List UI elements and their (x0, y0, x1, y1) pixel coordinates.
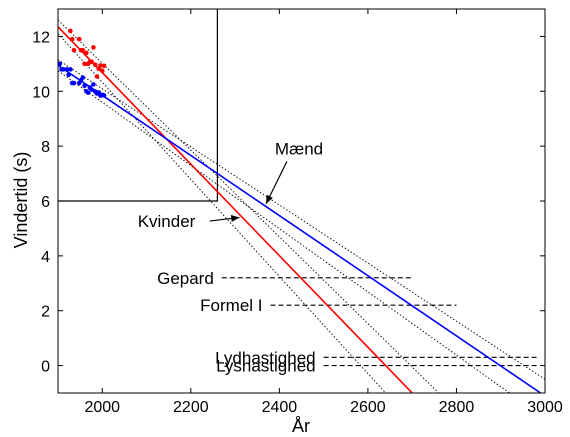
y-tick-label: 10 (32, 84, 50, 101)
y-tick-label: 2 (41, 304, 50, 321)
axes: 2000 2200 2400 2600 2800 3000 0 2 4 6 8 10 12 (32, 9, 563, 416)
point-women (68, 28, 73, 34)
point-men (71, 80, 77, 86)
ci-line-women-lower (58, 33, 386, 393)
point-women (80, 47, 86, 53)
ci-line-men-upper (58, 59, 545, 380)
y-axis-title: Vindertid (s) (11, 152, 31, 249)
point-women (94, 74, 100, 79)
point-men (58, 61, 63, 67)
point-women (76, 36, 82, 42)
y-tick-label: 8 (41, 139, 50, 156)
y-tick-label: 0 (41, 359, 50, 376)
annotation-arrowhead-kvinder (230, 214, 240, 222)
x-tick-label: 2800 (439, 399, 475, 416)
point-women (101, 63, 107, 69)
x-axis-title: År (292, 416, 310, 436)
annotation-arrowhead-maend (266, 194, 273, 204)
x-tick-label: 3000 (527, 399, 563, 416)
annotation-maend: Mænd (275, 139, 323, 158)
point-men (68, 67, 73, 72)
y-tick-label: 4 (41, 249, 50, 266)
ref-label-formel: Formel I (200, 296, 262, 315)
ref-label-gepard: Gepard (157, 269, 214, 288)
zoom-box (58, 9, 218, 202)
point-women (71, 47, 77, 53)
x-tick-label: 2400 (262, 399, 298, 416)
y-tick-label: 12 (32, 29, 50, 46)
point-women (84, 50, 89, 56)
ci-line-women-upper (58, 19, 440, 393)
point-women (98, 63, 103, 68)
point-men (66, 72, 71, 78)
y-tick-label: 6 (41, 194, 50, 211)
ci-line-men-lower (58, 70, 510, 393)
x-tick-label: 2000 (84, 399, 120, 416)
fit-line-women (58, 26, 413, 393)
point-men (64, 67, 70, 72)
point-men (89, 87, 94, 92)
point-men (101, 93, 107, 98)
x-tick-label: 2200 (173, 399, 209, 416)
annotation-kvinder: Kvinder (138, 212, 196, 231)
fit-line-men (58, 64, 542, 393)
x-tick-label: 2600 (350, 399, 386, 416)
point-men (85, 90, 91, 95)
point-men (80, 75, 86, 80)
point-women (69, 36, 75, 42)
plot-content (58, 9, 545, 393)
point-women (92, 62, 98, 67)
point-women (89, 59, 94, 64)
point-women (99, 68, 105, 74)
point-women (82, 61, 87, 67)
point-women (91, 45, 96, 50)
point-men (82, 83, 87, 89)
ref-label-lys: Lyshastighed (216, 357, 316, 376)
point-men (61, 67, 66, 72)
point-men (91, 82, 96, 87)
ref-label-lyd: Lydhastighed (215, 348, 316, 367)
